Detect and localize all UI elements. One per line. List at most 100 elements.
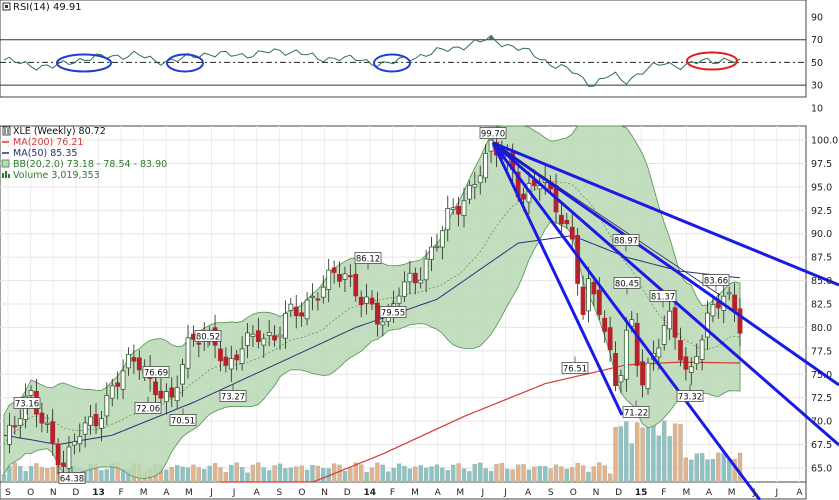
- rsi-highlight-circles: [56, 51, 738, 73]
- price-tick-label: 82.5: [811, 300, 832, 311]
- candle: [44, 414, 50, 433]
- candle: [169, 377, 175, 408]
- x-tick-label: F: [118, 488, 123, 498]
- volume-bar: [120, 470, 126, 483]
- annotation-label: 99.70: [481, 129, 505, 139]
- price-annotation: 72.06: [134, 396, 162, 414]
- price-tick-label: 65.0: [811, 463, 832, 474]
- candle: [439, 225, 445, 260]
- volume-bar: [510, 469, 515, 483]
- price-tick-label: 97.5: [811, 159, 832, 170]
- candle: [358, 290, 364, 318]
- price-tick-label: 95.0: [811, 182, 832, 193]
- volume-bar: [499, 463, 505, 483]
- volume-bar: [7, 465, 12, 483]
- volume-bar: [239, 467, 245, 483]
- candle: [737, 298, 743, 346]
- price-annotation: 79.55: [379, 300, 407, 318]
- annotation-label: 73.27: [221, 392, 245, 402]
- volume-bar: [396, 463, 402, 483]
- candle: [618, 369, 624, 394]
- candle: [120, 359, 126, 400]
- x-tick-label: A: [163, 488, 170, 498]
- volume-bar: [548, 468, 553, 483]
- candle: [304, 291, 310, 326]
- volume-bar: [413, 466, 418, 483]
- volume-bar: [380, 464, 385, 483]
- volume-bar: [315, 465, 321, 483]
- candle: [50, 408, 56, 456]
- candle: [99, 410, 104, 442]
- annotation-label: 72.06: [136, 404, 160, 414]
- candle: [402, 271, 407, 302]
- legend-item: MA(50) 85.35: [2, 148, 77, 159]
- x-tick-label: A: [254, 488, 261, 498]
- candle: [580, 275, 586, 320]
- volume-bar: [597, 462, 602, 483]
- volume-bars-icon: [2, 173, 4, 178]
- x-tick-label: F: [390, 488, 395, 498]
- annotation-label: 76.51: [563, 364, 587, 374]
- price-tick-label: 77.5: [811, 346, 832, 357]
- candle: [283, 300, 288, 350]
- volume-bar: [1, 474, 7, 483]
- rsi-tick-label: 50: [811, 58, 823, 69]
- annotation-label: 73.16: [15, 399, 39, 409]
- price-annotations: 73.16 64.38 72.06 76.69 70.51 80.52 73.27 86.12…: [13, 127, 730, 484]
- x-tick-label: M: [728, 488, 736, 498]
- volume-bar: [586, 471, 591, 483]
- x-tick-label: 15: [635, 488, 648, 498]
- candle: [683, 347, 689, 381]
- candle: [331, 260, 337, 284]
- volume-bar: [277, 463, 283, 483]
- candle: [559, 203, 564, 237]
- volume-bar: [553, 464, 559, 483]
- annotation-label: 80.45: [615, 279, 639, 289]
- candle: [266, 320, 272, 347]
- price-annotation: 80.45: [613, 277, 641, 295]
- annotation-label: 86.12: [356, 254, 380, 264]
- candle: [7, 412, 12, 454]
- price-annotation: 71.22: [622, 400, 650, 418]
- volume-bar: [494, 463, 499, 483]
- candle: [423, 249, 429, 293]
- candle: [634, 312, 640, 377]
- volume-bar: [645, 427, 651, 483]
- price-tick-label: 80.0: [811, 323, 832, 334]
- volume-bar: [716, 452, 721, 483]
- price-tick-label: 70.0: [811, 417, 832, 428]
- volume-bar: [526, 469, 532, 483]
- trendline: [491, 141, 762, 500]
- candle: [472, 171, 478, 200]
- x-axis: S O N D 13 F M A M J J A S O N D 14 F M A M J J A S O N D 15 F M A M J J A: [5, 488, 803, 498]
- x-tick-label: S: [5, 488, 11, 498]
- annotation-label: 73.32: [678, 392, 702, 402]
- candle: [407, 261, 413, 295]
- volume-bar: [559, 466, 564, 483]
- candle: [299, 301, 305, 327]
- candle: [104, 382, 110, 426]
- candle: [337, 261, 342, 288]
- volume-bar: [451, 464, 456, 483]
- volume-bar: [234, 462, 239, 483]
- x-tick-label: F: [661, 488, 666, 498]
- trendline: [492, 141, 839, 287]
- volume-bar: [699, 453, 705, 483]
- volume-bar: [656, 435, 661, 483]
- volume-bar: [472, 463, 477, 483]
- candle: [429, 236, 434, 272]
- candle: [12, 415, 18, 435]
- candle: [483, 144, 489, 183]
- volume-bar: [467, 471, 472, 483]
- volume-bar: [164, 469, 169, 483]
- volume-bar: [575, 463, 580, 483]
- volume-bars-icon: [5, 171, 7, 178]
- legend-label: BB(20,2.0) 73.18 - 78.54 - 83.90: [13, 159, 167, 170]
- candle: [320, 275, 326, 304]
- candle: [678, 327, 683, 367]
- legend-item: XLE (Weekly) 80.72: [2, 126, 106, 137]
- rsi-tick-label: 10: [811, 103, 823, 114]
- candle: [272, 325, 277, 347]
- candles: [7, 127, 743, 482]
- candle: [569, 214, 575, 251]
